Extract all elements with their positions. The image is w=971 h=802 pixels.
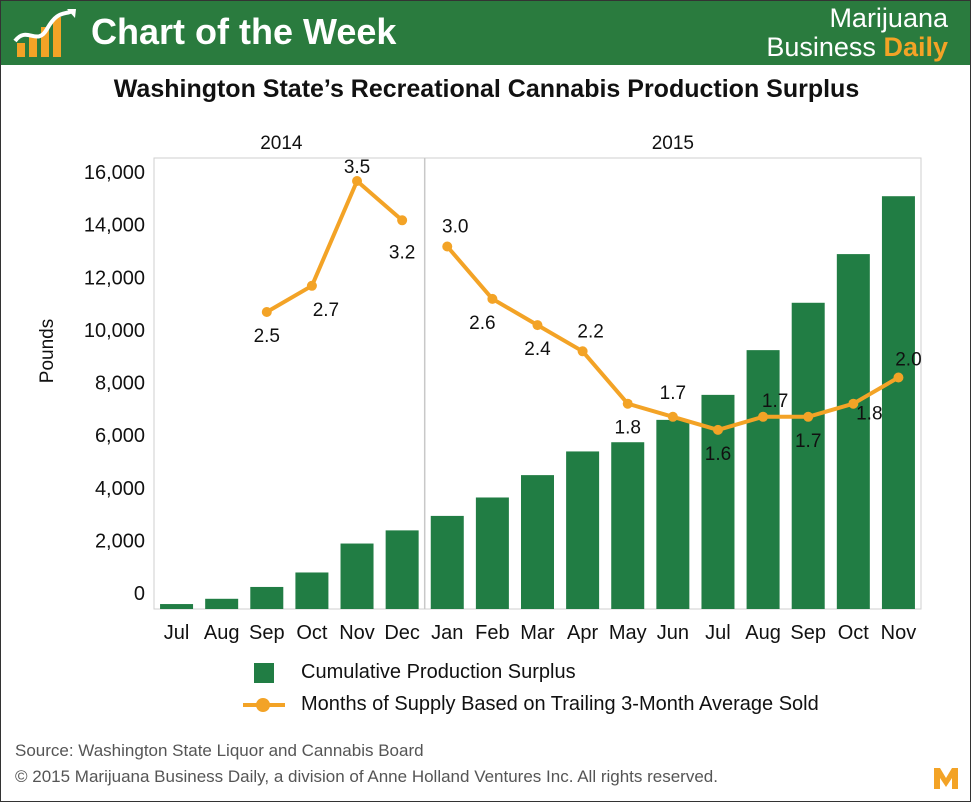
x-tick-label: Nov: [881, 622, 917, 644]
legend-label: Cumulative Production Surplus: [301, 661, 576, 683]
y-tick-label: 14,000: [84, 215, 145, 237]
supply-marker: [758, 411, 769, 422]
bar: [430, 515, 464, 609]
brand-daily: Daily: [883, 32, 948, 62]
supply-data-label: 1.7: [660, 383, 686, 404]
x-tick-label: Aug: [745, 622, 781, 644]
x-tick-label: Jun: [657, 622, 689, 644]
supply-data-label: 3.5: [344, 157, 370, 178]
bar: [881, 196, 915, 609]
chart-title: Washington State’s Recreational Cannabis…: [113, 75, 860, 103]
supply-data-label: 2.0: [895, 350, 921, 371]
x-tick-label: Nov: [339, 622, 375, 644]
legend-bar-swatch: [254, 663, 274, 683]
supply-marker: [487, 293, 498, 304]
y-tick-label: 6,000: [95, 425, 145, 447]
bar: [566, 451, 600, 609]
y-tick-label: 8,000: [95, 373, 145, 395]
legend-label: Months of Supply Based on Trailing 3-Mon…: [301, 693, 819, 715]
supply-data-label: 3.2: [389, 242, 415, 263]
legend-line-marker: [256, 698, 270, 712]
y-tick-label: 12,000: [84, 267, 145, 289]
supply-data-label: 1.7: [762, 391, 788, 412]
supply-data-label: 1.7: [795, 431, 821, 452]
supply-marker: [803, 411, 814, 422]
bar: [475, 497, 509, 609]
bar: [385, 530, 419, 609]
m-logo-icon: [934, 768, 958, 789]
supply-marker: [893, 372, 904, 383]
supply-marker: [622, 398, 633, 409]
bar-chart-logo-icon: [13, 9, 76, 57]
banner-title: Chart of the Week: [91, 11, 397, 52]
x-tick-label: May: [609, 622, 647, 644]
y-tick-label: 10,000: [84, 320, 145, 342]
supply-data-label: 2.4: [524, 339, 551, 360]
y-tick-label: 2,000: [95, 530, 145, 552]
bar: [791, 302, 825, 609]
y-axis-title: Pounds: [37, 319, 58, 383]
header-banner: Chart of the Week Marijuana Business Dai…: [1, 1, 970, 65]
supply-marker: [306, 280, 317, 291]
bar: [656, 419, 690, 609]
copyright-note: © 2015 Marijuana Business Daily, a divis…: [15, 767, 718, 786]
supply-data-label: 1.6: [705, 444, 731, 465]
supply-data-label: 2.7: [313, 300, 339, 321]
x-tick-label: Jul: [164, 622, 190, 644]
x-tick-label: Oct: [838, 622, 870, 644]
supply-marker: [261, 307, 272, 317]
x-tick-label: Dec: [384, 622, 420, 644]
x-tick-label: Mar: [520, 622, 555, 644]
bar: [521, 475, 554, 609]
supply-data-label: 2.6: [469, 313, 495, 334]
supply-marker: [577, 346, 588, 357]
supply-marker: [397, 215, 408, 226]
brand-name-line1: Marijuana: [829, 3, 948, 33]
bar: [340, 543, 374, 609]
supply-data-label: 1.8: [856, 404, 882, 425]
supply-marker: [712, 424, 723, 435]
supply-data-label: 1.8: [615, 418, 641, 439]
x-tick-label: Aug: [204, 622, 240, 644]
x-tick-label: Apr: [567, 622, 598, 644]
bar: [836, 254, 870, 610]
supply-data-label: 2.5: [254, 326, 280, 347]
brand-logo: Marijuana Business Daily: [766, 5, 948, 61]
supply-marker: [532, 320, 543, 331]
supply-marker: [352, 176, 363, 186]
supply-data-label: 3.0: [442, 217, 468, 238]
y-tick-label: 16,000: [84, 162, 145, 184]
x-tick-label: Oct: [296, 622, 328, 644]
x-tick-label: Feb: [475, 622, 509, 644]
y-tick-label: 4,000: [95, 478, 145, 500]
brand-business: Business: [766, 32, 876, 62]
supply-line-segment: [265, 179, 404, 314]
x-tick-label: Sep: [249, 622, 285, 644]
bar: [611, 442, 645, 609]
bar: [250, 586, 284, 609]
year-label: 2014: [260, 133, 303, 154]
x-tick-label: Jan: [431, 622, 463, 644]
supply-marker: [442, 241, 453, 252]
supply-marker: [848, 398, 859, 409]
x-tick-label: Jul: [705, 622, 731, 644]
y-tick-label: 0: [134, 583, 145, 605]
x-tick-label: Sep: [790, 622, 826, 644]
year-label: 2015: [652, 133, 694, 154]
bar: [205, 598, 239, 609]
supply-data-label: 2.2: [577, 321, 603, 342]
source-note: Source: Washington State Liquor and Cann…: [15, 741, 424, 760]
brand-name-line2: Business Daily: [766, 34, 948, 61]
bar: [746, 350, 780, 609]
supply-marker: [667, 411, 678, 422]
bar: [295, 572, 329, 609]
bar: [160, 604, 194, 609]
